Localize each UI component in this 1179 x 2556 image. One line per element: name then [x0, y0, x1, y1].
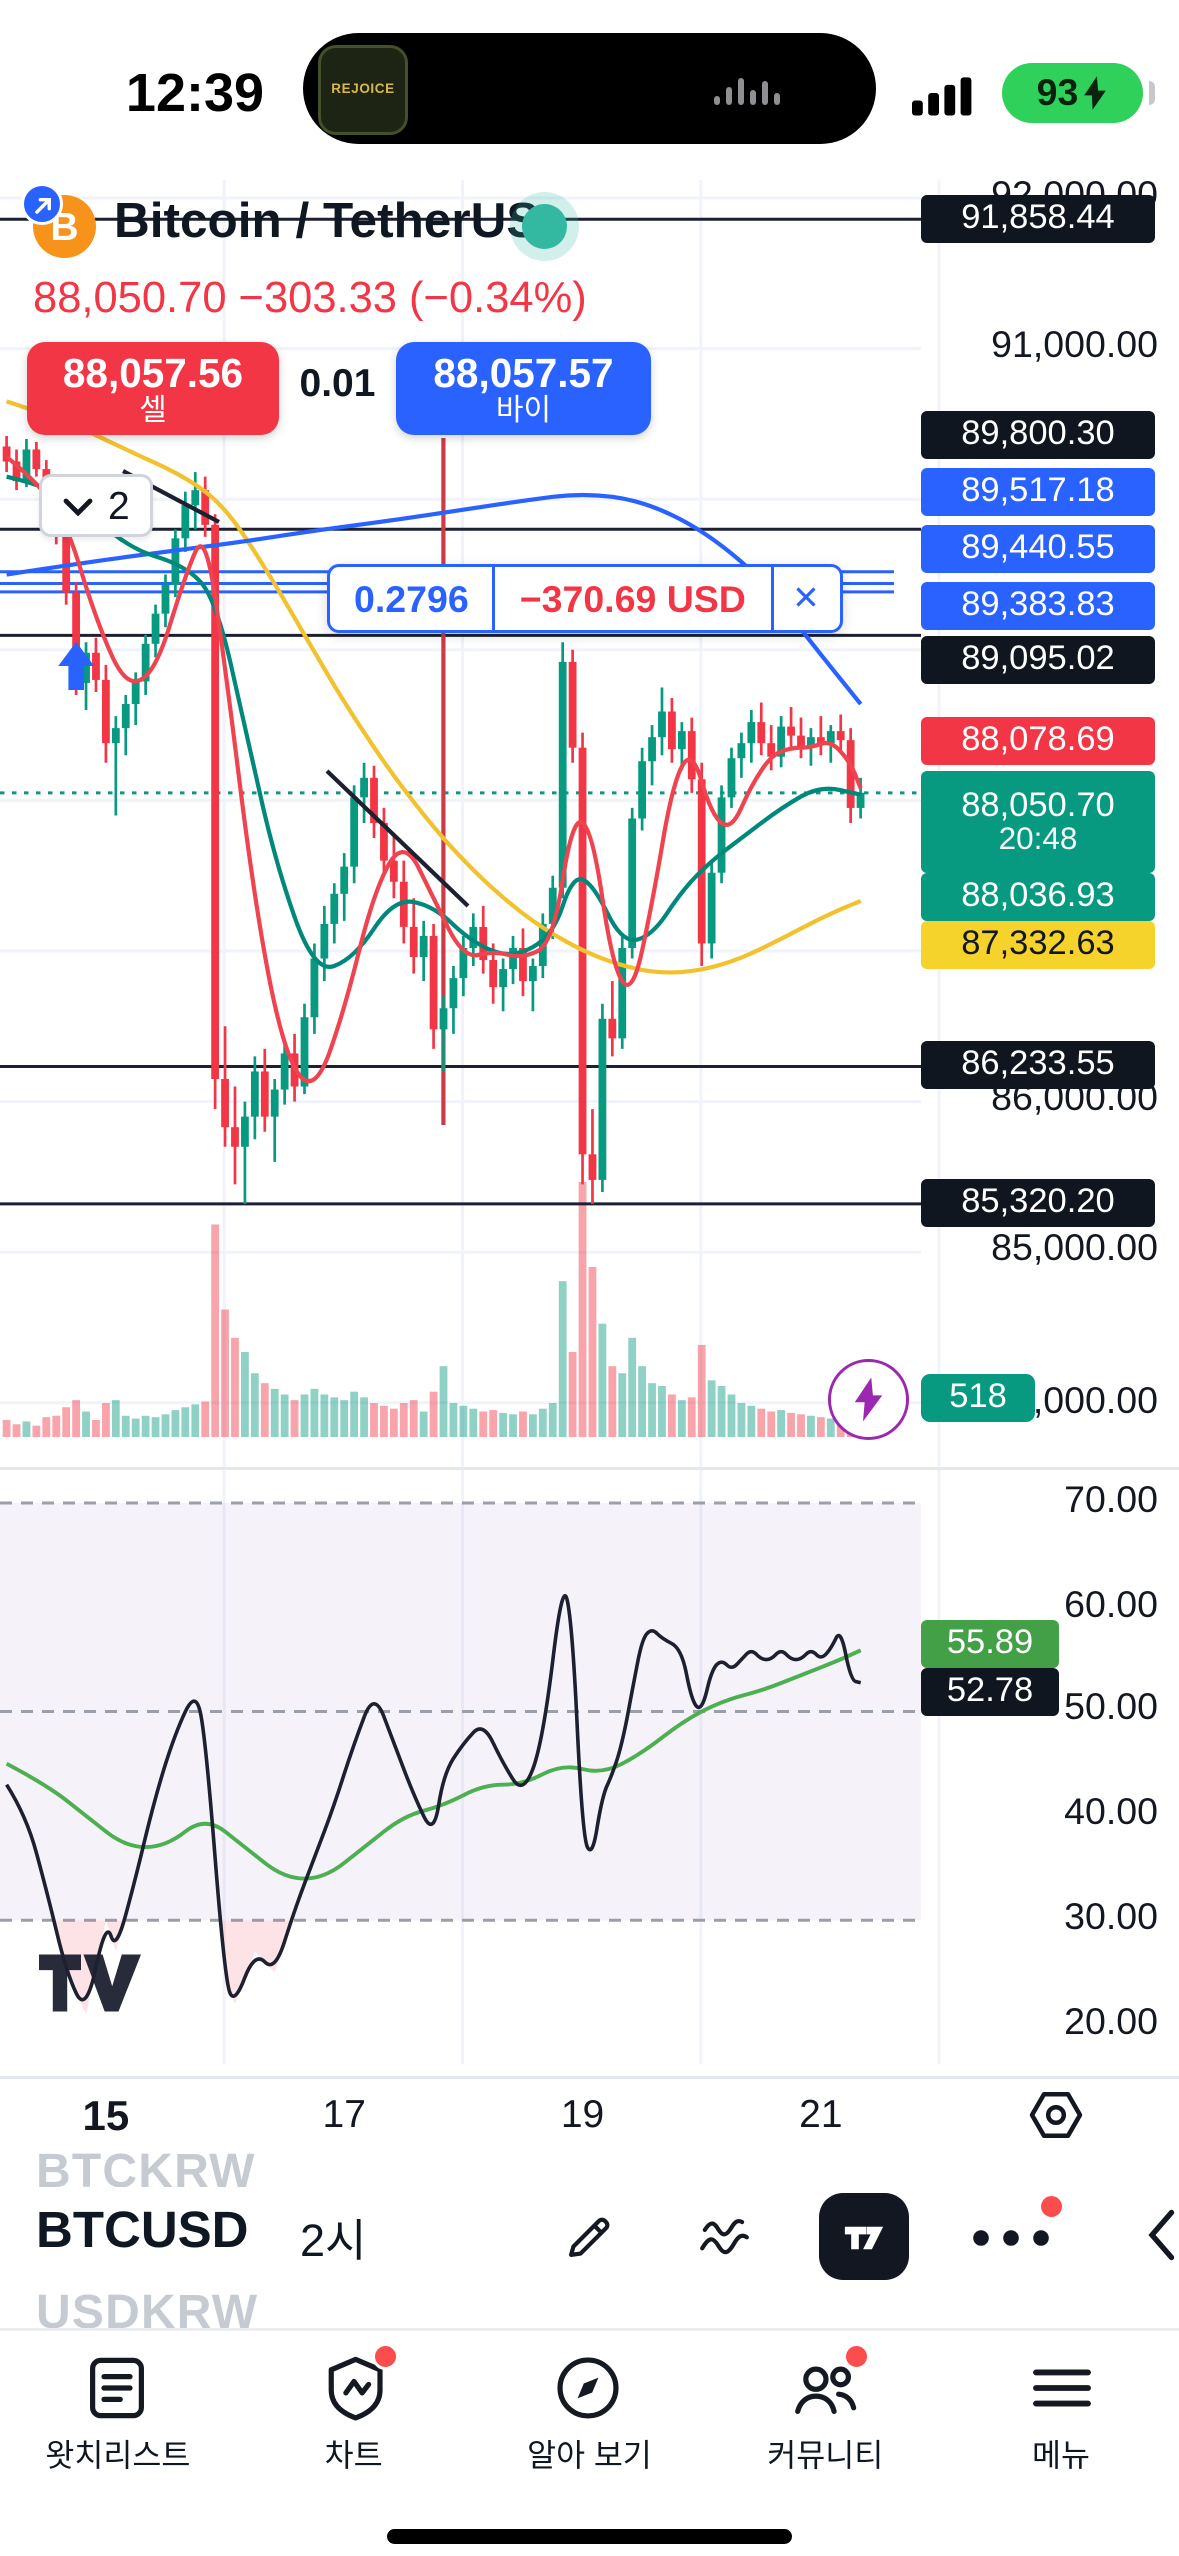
market-open-dot — [522, 204, 567, 249]
buy-price: 88,057.57 — [433, 349, 614, 395]
pencil-icon — [569, 2217, 610, 2257]
chevron-down-icon — [63, 497, 93, 515]
menu-icon — [1022, 2349, 1100, 2427]
explore-icon — [550, 2349, 628, 2427]
price-summary: 88,050.70 −303.33 (−0.34%) — [33, 276, 599, 324]
drawings-count: 2 — [108, 483, 130, 528]
sell-label: 셀 — [139, 394, 167, 428]
sell-button[interactable]: 88,057.56 셀 — [27, 342, 279, 435]
bitcoin-icon: B — [33, 195, 96, 258]
dynamic-island[interactable]: REJOICE — [303, 33, 876, 144]
symbol-logo: B — [21, 183, 99, 261]
draw-tool-button[interactable] — [558, 2205, 621, 2283]
drawings-dropdown[interactable]: 2 — [39, 474, 154, 537]
last-price: 88,050.70 — [33, 276, 227, 324]
gear-icon — [1029, 2092, 1083, 2138]
position-widget[interactable]: 0.2796 −370.69 USD ✕ — [327, 564, 842, 633]
flash-button[interactable] — [828, 1359, 909, 1440]
nav-item-watchlist[interactable]: 왓치리스트 — [0, 2331, 236, 2505]
position-close-button[interactable]: ✕ — [792, 582, 820, 618]
nav-item-explore[interactable]: 알아 보기 — [472, 2331, 708, 2505]
tradingview-watermark-icon — [39, 1950, 147, 2031]
price-change-pct: (−0.34%) — [409, 276, 587, 324]
home-indicator — [387, 2529, 792, 2544]
chart-icon — [315, 2343, 399, 2427]
nav-label: 커뮤니티 — [767, 2439, 884, 2475]
notification-dot — [1041, 2196, 1062, 2217]
axis-settings-button[interactable] — [1026, 2085, 1086, 2160]
more-options-button[interactable] — [966, 2217, 1056, 2271]
tradingview-logo-button[interactable] — [819, 2193, 909, 2280]
buy-label: 바이 — [495, 394, 552, 428]
interval-button[interactable]: 2시 — [300, 2217, 367, 2268]
nav-item-community[interactable]: 커뮤니티 — [707, 2331, 943, 2505]
community-icon — [786, 2343, 871, 2427]
cell-signal-icon — [912, 75, 978, 132]
position-quantity[interactable]: 0.2796 — [330, 567, 496, 630]
spread-value: 0.01 — [299, 360, 376, 405]
nav-label: 왓치리스트 — [45, 2439, 191, 2475]
tradingview-logo-icon — [844, 2225, 884, 2248]
bottom-navigation: 왓치리스트 차트 알아 보기 커뮤니티 메뉴 — [0, 2328, 1179, 2505]
indicators-button[interactable] — [693, 2205, 756, 2283]
battery-indicator: 93 — [1002, 63, 1155, 123]
notification-dot — [843, 2343, 871, 2370]
buy-button[interactable]: 88,057.57 바이 — [396, 342, 651, 435]
notification-dot — [371, 2343, 399, 2370]
nav-label: 알아 보기 — [527, 2439, 652, 2475]
chevron-left-icon — [1148, 2209, 1175, 2261]
indicators-icon — [700, 2218, 749, 2255]
position-pnl: −370.69 USD — [496, 567, 773, 630]
price-change: −303.33 — [238, 276, 398, 324]
nav-label: 차트 — [324, 2439, 383, 2475]
battery-percent: 93 — [1036, 72, 1079, 114]
nav-item-chart[interactable]: 차트 — [236, 2331, 472, 2505]
symbol-button[interactable]: BTCUSD — [36, 2202, 249, 2259]
swap-arrow-icon — [21, 183, 63, 225]
sell-price: 88,057.56 — [62, 349, 244, 395]
chart-toolbar: BTCUSD 2시 — [0, 2187, 1179, 2286]
watchlist-icon — [79, 2349, 157, 2427]
collapse-button[interactable] — [1146, 2208, 1176, 2277]
island-app-icon: REJOICE — [318, 43, 408, 134]
status-time: 12:39 — [125, 63, 265, 123]
charging-bolt-icon — [1085, 76, 1108, 110]
audio-wave-icon — [714, 74, 780, 104]
nav-label: 메뉴 — [1032, 2439, 1090, 2475]
ellipsis-icon — [973, 2230, 1049, 2246]
lightning-icon — [854, 1377, 883, 1422]
nav-item-menu[interactable]: 메뉴 — [943, 2331, 1179, 2505]
symbol-title[interactable]: Bitcoin / TetherUS — [114, 195, 540, 249]
